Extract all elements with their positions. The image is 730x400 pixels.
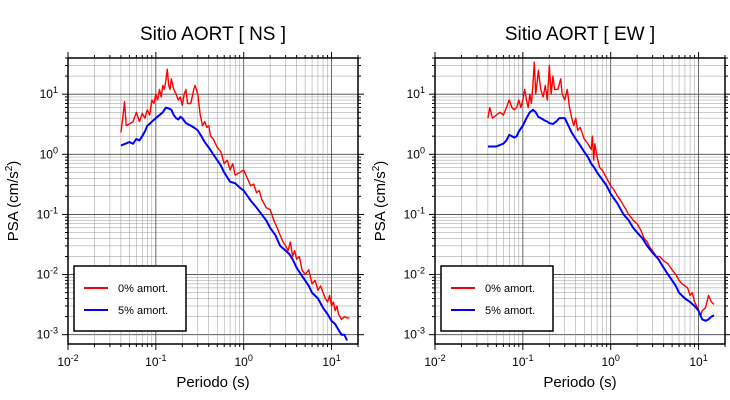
y-tick-label: 10-1	[404, 205, 425, 221]
y-tick-label-base: 10	[37, 328, 51, 342]
y-axis-label-superscript: 2	[371, 165, 382, 171]
x-tick-label-base: 10	[235, 355, 249, 369]
x-tick-label-base: 10	[322, 355, 336, 369]
x-axis-label: Periodo (s)	[176, 374, 249, 391]
y-axis-label-close: )	[372, 161, 389, 166]
chart-title: Sitio AORT [ NS ]	[140, 24, 286, 45]
x-tick-label-exponent: -1	[159, 353, 167, 363]
y-tick-label-exponent: 0	[420, 145, 425, 155]
y-tick-label-base: 10	[37, 268, 51, 282]
y-tick-label: 10-3	[404, 326, 425, 342]
y-tick-label-exponent: 1	[420, 85, 425, 95]
chart-title: Sitio AORT [ EW ]	[505, 24, 655, 45]
y-tick-label: 101	[40, 85, 58, 101]
y-tick-label-exponent: -3	[50, 326, 58, 336]
x-axis-label: Periodo (s)	[543, 374, 616, 391]
x-tick-label: 101	[689, 353, 707, 369]
x-tick-label-base: 10	[602, 355, 616, 369]
y-axis-label-superscript: 2	[4, 165, 15, 171]
y-tick-label-exponent: 0	[53, 145, 58, 155]
x-tick-label: 10-1	[512, 353, 533, 369]
legend-label: 5% amort.	[485, 305, 535, 317]
y-tick-label-exponent: -1	[50, 205, 58, 215]
y-tick-label: 101	[407, 85, 425, 101]
x-tick-label-base: 10	[424, 355, 438, 369]
y-tick-label-base: 10	[404, 207, 418, 221]
y-tick-label-exponent: -1	[417, 205, 425, 215]
y-tick-label-exponent: -2	[417, 266, 425, 276]
y-tick-label-base: 10	[404, 328, 418, 342]
y-tick-label-base: 10	[407, 147, 421, 161]
y-tick-label: 10-1	[37, 205, 58, 221]
x-tick-label-exponent: -2	[438, 353, 446, 363]
plot-frame	[434, 57, 726, 345]
x-tick-label: 101	[322, 353, 340, 369]
legend: 0% amort. 5% amort.	[73, 265, 187, 332]
series-line-blue	[120, 106, 348, 341]
y-axis-label: PSA (cm/s2)	[371, 161, 389, 242]
legend-box	[73, 265, 187, 332]
y-tick-label: 100	[407, 145, 425, 161]
x-tick-label: 10-2	[424, 353, 445, 369]
plot-frame	[67, 57, 359, 345]
x-tick-label-base: 10	[145, 355, 159, 369]
y-tick-label-base: 10	[404, 268, 418, 282]
legend-label: 0% amort.	[485, 283, 535, 295]
series-line-red	[120, 68, 350, 321]
x-tick-label-base: 10	[57, 355, 71, 369]
x-tick-label-exponent: 0	[248, 353, 253, 363]
x-tick-label: 10-1	[145, 353, 166, 369]
legend-label: 5% amort.	[118, 305, 168, 317]
legend-label: 0% amort.	[118, 283, 168, 295]
x-tick-label-exponent: -1	[526, 353, 534, 363]
y-tick-label-exponent: -3	[417, 326, 425, 336]
y-tick-label-base: 10	[40, 87, 54, 101]
x-tick-label-exponent: 0	[615, 353, 620, 363]
x-tick-label: 10-2	[57, 353, 78, 369]
y-axis-label-text: PSA (cm/s	[5, 171, 22, 241]
y-tick-label-exponent: 1	[53, 85, 58, 95]
y-axis-label-close: )	[5, 161, 22, 166]
y-tick-label-base: 10	[407, 87, 421, 101]
series-line-red	[487, 61, 715, 318]
x-tick-label: 100	[602, 353, 620, 369]
x-tick-label-base: 10	[512, 355, 526, 369]
x-tick-label-exponent: -2	[71, 353, 79, 363]
y-tick-label-base: 10	[37, 207, 51, 221]
legend-box	[440, 265, 554, 332]
x-tick-label-exponent: 1	[336, 353, 341, 363]
y-tick-label: 10-2	[404, 266, 425, 282]
y-tick-label-base: 10	[40, 147, 54, 161]
x-tick-label: 100	[235, 353, 253, 369]
y-tick-label: 10-3	[37, 326, 58, 342]
legend: 0% amort. 5% amort.	[440, 265, 554, 332]
y-tick-label-exponent: -2	[50, 266, 58, 276]
x-tick-label-base: 10	[689, 355, 703, 369]
y-tick-label: 100	[40, 145, 58, 161]
x-tick-label-exponent: 1	[703, 353, 708, 363]
y-tick-label: 10-2	[37, 266, 58, 282]
series-line-blue	[487, 108, 715, 322]
y-axis-label: PSA (cm/s2)	[4, 161, 22, 242]
y-axis-label-text: PSA (cm/s	[372, 171, 389, 241]
